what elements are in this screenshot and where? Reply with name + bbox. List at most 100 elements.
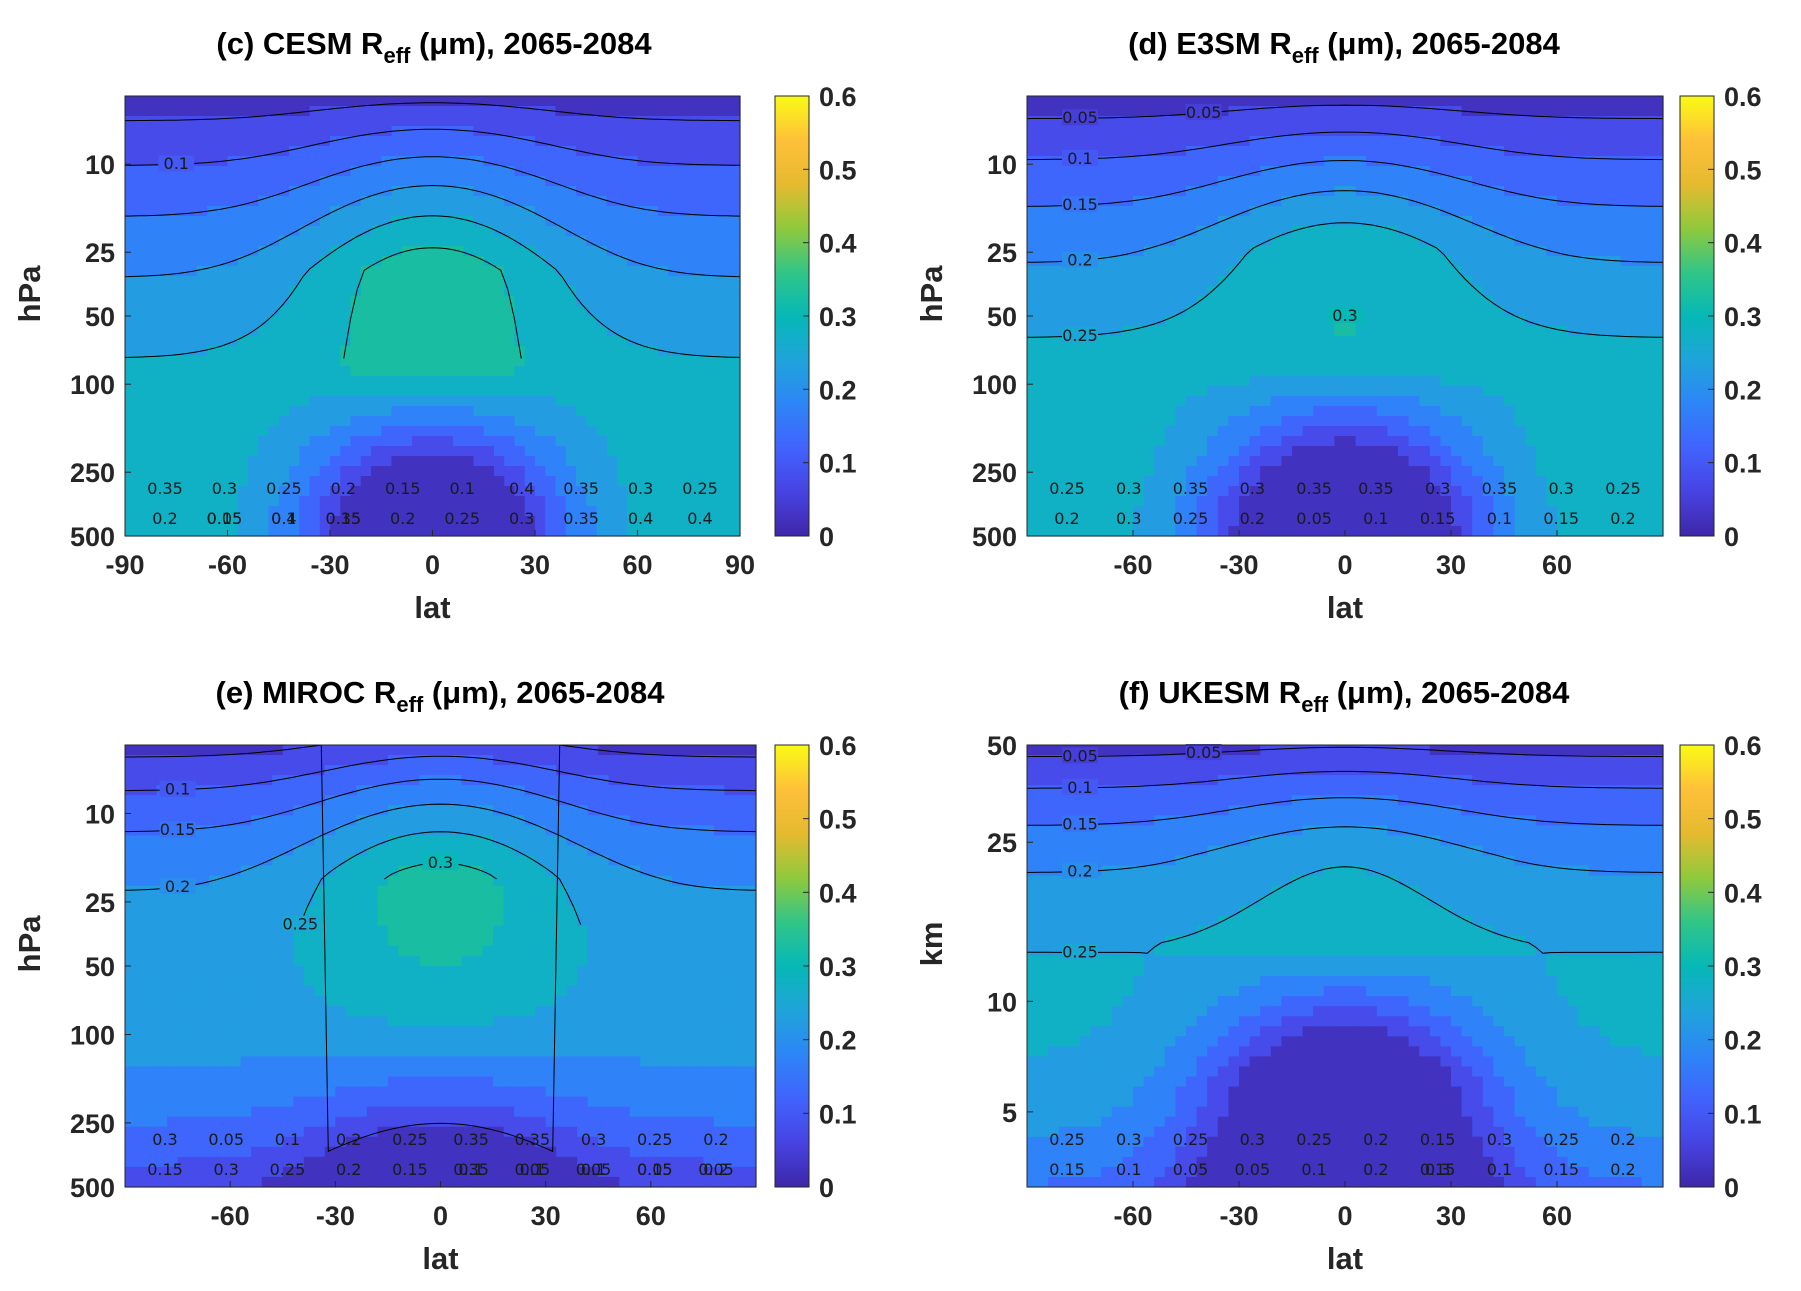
field-cell: [688, 406, 700, 417]
field-cell: [565, 186, 577, 197]
field-cell: [1429, 406, 1441, 417]
field-cell: [1292, 286, 1304, 297]
field-cell: [1345, 396, 1357, 407]
field-cell: [1101, 456, 1113, 467]
field-cell: [1228, 486, 1240, 497]
contour-label: 0.35: [147, 479, 183, 498]
field-cell: [360, 446, 372, 457]
field-cell: [309, 406, 321, 417]
field-cell: [535, 136, 546, 147]
field-cell: [463, 456, 475, 467]
field-cell: [1027, 386, 1039, 397]
field-cell: [709, 266, 721, 277]
field-cell: [1239, 306, 1251, 317]
field-cell: [1323, 296, 1335, 307]
field-cell: [381, 166, 393, 177]
field-cell: [1143, 226, 1155, 237]
field-cell: [135, 216, 147, 227]
field-cell: [391, 116, 403, 127]
field-cell: [1514, 286, 1526, 297]
field-cell: [1535, 206, 1547, 217]
field-cell: [1546, 226, 1558, 237]
field-cell: [1058, 316, 1070, 327]
field-cell: [196, 116, 208, 127]
field-cell: [432, 376, 444, 387]
field-cell: [217, 276, 229, 287]
field-cell: [1546, 366, 1558, 377]
field-cell: [1143, 156, 1155, 167]
field-cell: [483, 226, 495, 237]
field-cell: [1281, 146, 1293, 157]
field-cell: [1186, 336, 1198, 347]
field-cell: [463, 406, 475, 417]
field-cell: [1429, 136, 1441, 147]
field-cell: [576, 166, 587, 177]
field-cell: [1535, 406, 1547, 417]
field-cell: [1535, 176, 1547, 187]
field-cell: [125, 126, 136, 137]
field-cell: [1228, 276, 1240, 287]
field-cell: [217, 526, 229, 537]
field-cell: [248, 206, 259, 217]
field-cell: [1260, 526, 1272, 537]
field-cell: [1164, 336, 1176, 347]
field-cell: [1398, 166, 1410, 177]
field-cell: [1376, 126, 1388, 137]
field-cell: [1164, 186, 1176, 197]
field-cell: [596, 316, 608, 327]
field-cell: [268, 166, 280, 177]
field-cell: [1334, 346, 1346, 357]
field-cell: [268, 286, 280, 297]
field-cell: [1461, 316, 1473, 327]
field-cell: [514, 286, 526, 297]
field-cell: [1451, 186, 1463, 197]
field-cell: [719, 126, 731, 137]
field-cell: [1546, 206, 1558, 217]
field-cell: [1164, 456, 1176, 467]
field-cell: [1482, 316, 1494, 327]
field-cell: [1260, 466, 1272, 477]
field-cell: [166, 276, 177, 287]
field-cell: [699, 486, 710, 497]
field-cell: [166, 266, 177, 277]
field-cell: [135, 486, 147, 497]
field-cell: [1302, 186, 1314, 197]
field-cell: [524, 366, 536, 377]
field-cell: [555, 366, 567, 377]
field-cell: [1122, 496, 1134, 507]
field-cell: [1154, 126, 1166, 137]
field-cell: [1101, 326, 1113, 337]
field-cell: [1334, 296, 1346, 307]
field-cell: [1525, 196, 1537, 207]
field-cell: [699, 286, 710, 297]
field-cell: [1175, 526, 1187, 537]
field-cell: [555, 246, 567, 257]
field-cell: [1186, 396, 1198, 407]
field-cell: [463, 266, 475, 277]
field-cell: [1398, 446, 1410, 457]
field-cell: [1323, 366, 1335, 377]
field-cell: [1164, 386, 1176, 397]
field-cell: [1313, 166, 1325, 177]
field-cell: [289, 476, 300, 487]
field-cell: [237, 476, 249, 487]
field-cell: [1217, 276, 1229, 287]
field-cell: [719, 196, 731, 207]
field-cell: [176, 426, 188, 437]
field-cell: [1090, 376, 1102, 387]
field-cell: [504, 456, 516, 467]
field-cell: [606, 376, 618, 387]
field-cell: [319, 386, 331, 397]
field-cell: [1345, 426, 1357, 437]
field-cell: [401, 376, 413, 387]
field-cell: [1302, 126, 1314, 137]
field-cell: [524, 176, 536, 187]
field-cell: [524, 136, 536, 147]
field-cell: [453, 446, 464, 457]
field-cell: [1048, 236, 1060, 247]
field-cell: [309, 156, 321, 167]
field-cell: [565, 286, 577, 297]
field-cell: [1154, 96, 1166, 107]
field-cell: [186, 306, 198, 317]
field-cell: [1313, 386, 1325, 397]
